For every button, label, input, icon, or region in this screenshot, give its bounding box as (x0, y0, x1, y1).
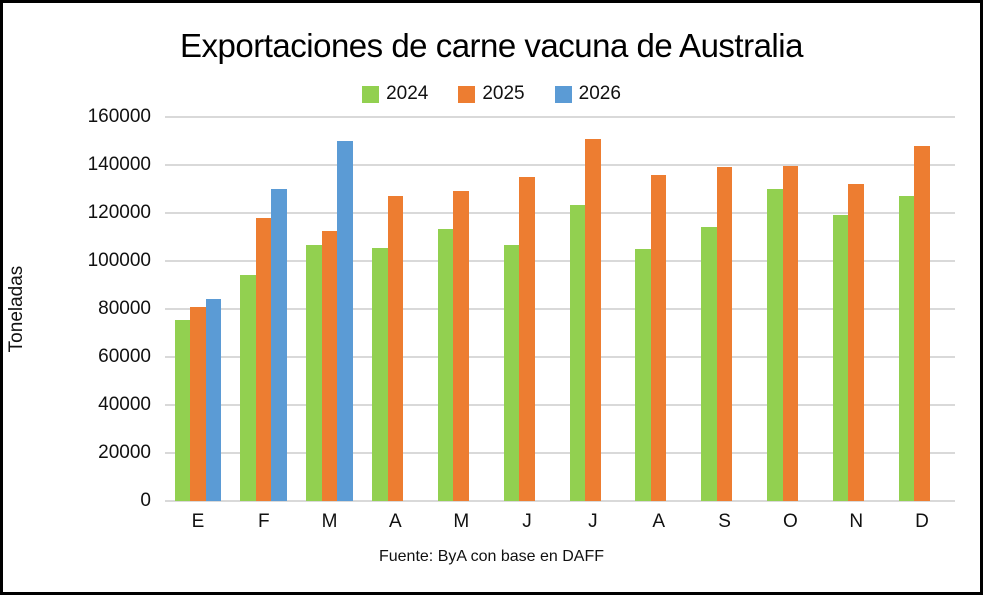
bar-2025-8-A (650, 174, 667, 501)
bar-2025-6-J (519, 177, 535, 501)
bar-2024-8-A (635, 249, 651, 501)
bar-2025-1-E (190, 306, 206, 501)
x-tick-label-11-N: N (849, 511, 864, 532)
chart-title: Exportaciones de carne vacuna de Austral… (180, 27, 803, 64)
gridline-100000 (165, 260, 955, 262)
x-tick-label-1-E: E (191, 511, 205, 532)
legend-label: 2024 (386, 83, 429, 104)
bar-group-1-E (165, 117, 231, 501)
gridline-120000 (165, 212, 955, 214)
y-tick-label-140000: 140000 (87, 154, 151, 175)
source-note: Fuente: ByA con base en DAFF (378, 548, 604, 565)
y-tick-label-160000: 160000 (87, 106, 151, 127)
y-tick-label-60000: 60000 (98, 346, 151, 367)
bar-2024-5-M (437, 228, 454, 501)
bar-2025-4-A (387, 196, 404, 501)
gridline-60000 (165, 356, 955, 358)
plot-area (165, 116, 955, 502)
gridline-160000 (165, 116, 955, 118)
y-tick-label-20000: 20000 (98, 442, 151, 463)
bar-2024-2-F (240, 275, 256, 501)
bar-2025-10-O (782, 166, 799, 501)
bar-group-8-A (626, 117, 692, 501)
bar-2025-9-S (716, 167, 733, 501)
bar-2024-1-E (174, 319, 191, 501)
y-tick-label-100000: 100000 (87, 250, 151, 271)
legend-swatch-2024 (362, 85, 380, 103)
bar-group-4-A (362, 117, 428, 501)
gridline-80000 (165, 308, 955, 310)
bar-group-5-M (428, 117, 494, 501)
bar-2024-4-A (372, 247, 388, 501)
bar-2025-12-D (914, 145, 930, 501)
gridline-20000 (165, 452, 955, 454)
x-tick-label-5-M: M (453, 511, 470, 532)
legend: 2024 2025 2026 (3, 83, 980, 105)
bar-group-10-O (757, 117, 823, 501)
bar-group-9-S (692, 117, 758, 501)
bar-2025-11-N (848, 184, 864, 501)
bar-2024-10-O (767, 189, 783, 501)
bar-2026-3-M (337, 141, 353, 501)
x-tick-label-3-M: M (321, 511, 338, 532)
bar-2024-12-D (898, 196, 915, 501)
bar-2026-1-E (205, 299, 222, 501)
bar-group-11-N (823, 117, 889, 501)
bar-2024-3-M (306, 245, 322, 501)
x-tick-label-8-A: A (652, 511, 666, 532)
bar-group-7-J (560, 117, 626, 501)
bar-2025-2-F (255, 217, 272, 501)
legend-label: 2026 (578, 83, 621, 104)
x-tick-label-9-S: S (718, 511, 731, 532)
bar-2024-6-J (503, 245, 520, 501)
gridline-0 (165, 500, 955, 502)
bar-group-12-D (889, 117, 955, 501)
bar-group-2-F (231, 117, 297, 501)
x-tick-label-2-F: F (257, 511, 270, 532)
x-tick-label-10-O: O (782, 511, 798, 532)
gridline-140000 (165, 164, 955, 166)
y-tick-label-80000: 80000 (98, 298, 151, 319)
x-tick-label-7-J: J (588, 511, 598, 532)
bar-2024-9-S (701, 227, 717, 501)
bar-2025-3-M (321, 231, 338, 501)
y-tick-label-0: 0 (140, 490, 151, 511)
bar-2024-7-J (569, 204, 586, 501)
legend-item-2025[interactable]: 2025 (458, 83, 525, 105)
legend-swatch-2025 (458, 85, 476, 103)
x-tick-label-4-A: A (389, 511, 402, 532)
bars-layer (165, 117, 955, 501)
y-tick-label-120000: 120000 (87, 202, 151, 223)
legend-label: 2025 (482, 83, 525, 104)
bar-2026-2-F (271, 189, 287, 501)
bar-2025-7-J (585, 138, 601, 501)
bar-2024-11-N (832, 215, 849, 501)
x-tick-label-12-D: D (915, 511, 929, 532)
bar-2025-5-M (453, 191, 469, 501)
legend-swatch-2026 (554, 85, 572, 103)
bar-group-6-J (494, 117, 560, 501)
gridline-40000 (165, 404, 955, 406)
legend-item-2024[interactable]: 2024 (362, 83, 428, 105)
y-tick-label-40000: 40000 (98, 394, 151, 415)
bar-group-3-M (297, 117, 363, 501)
x-tick-label-6-J: J (522, 511, 532, 532)
legend-item-2026[interactable]: 2026 (554, 83, 621, 105)
